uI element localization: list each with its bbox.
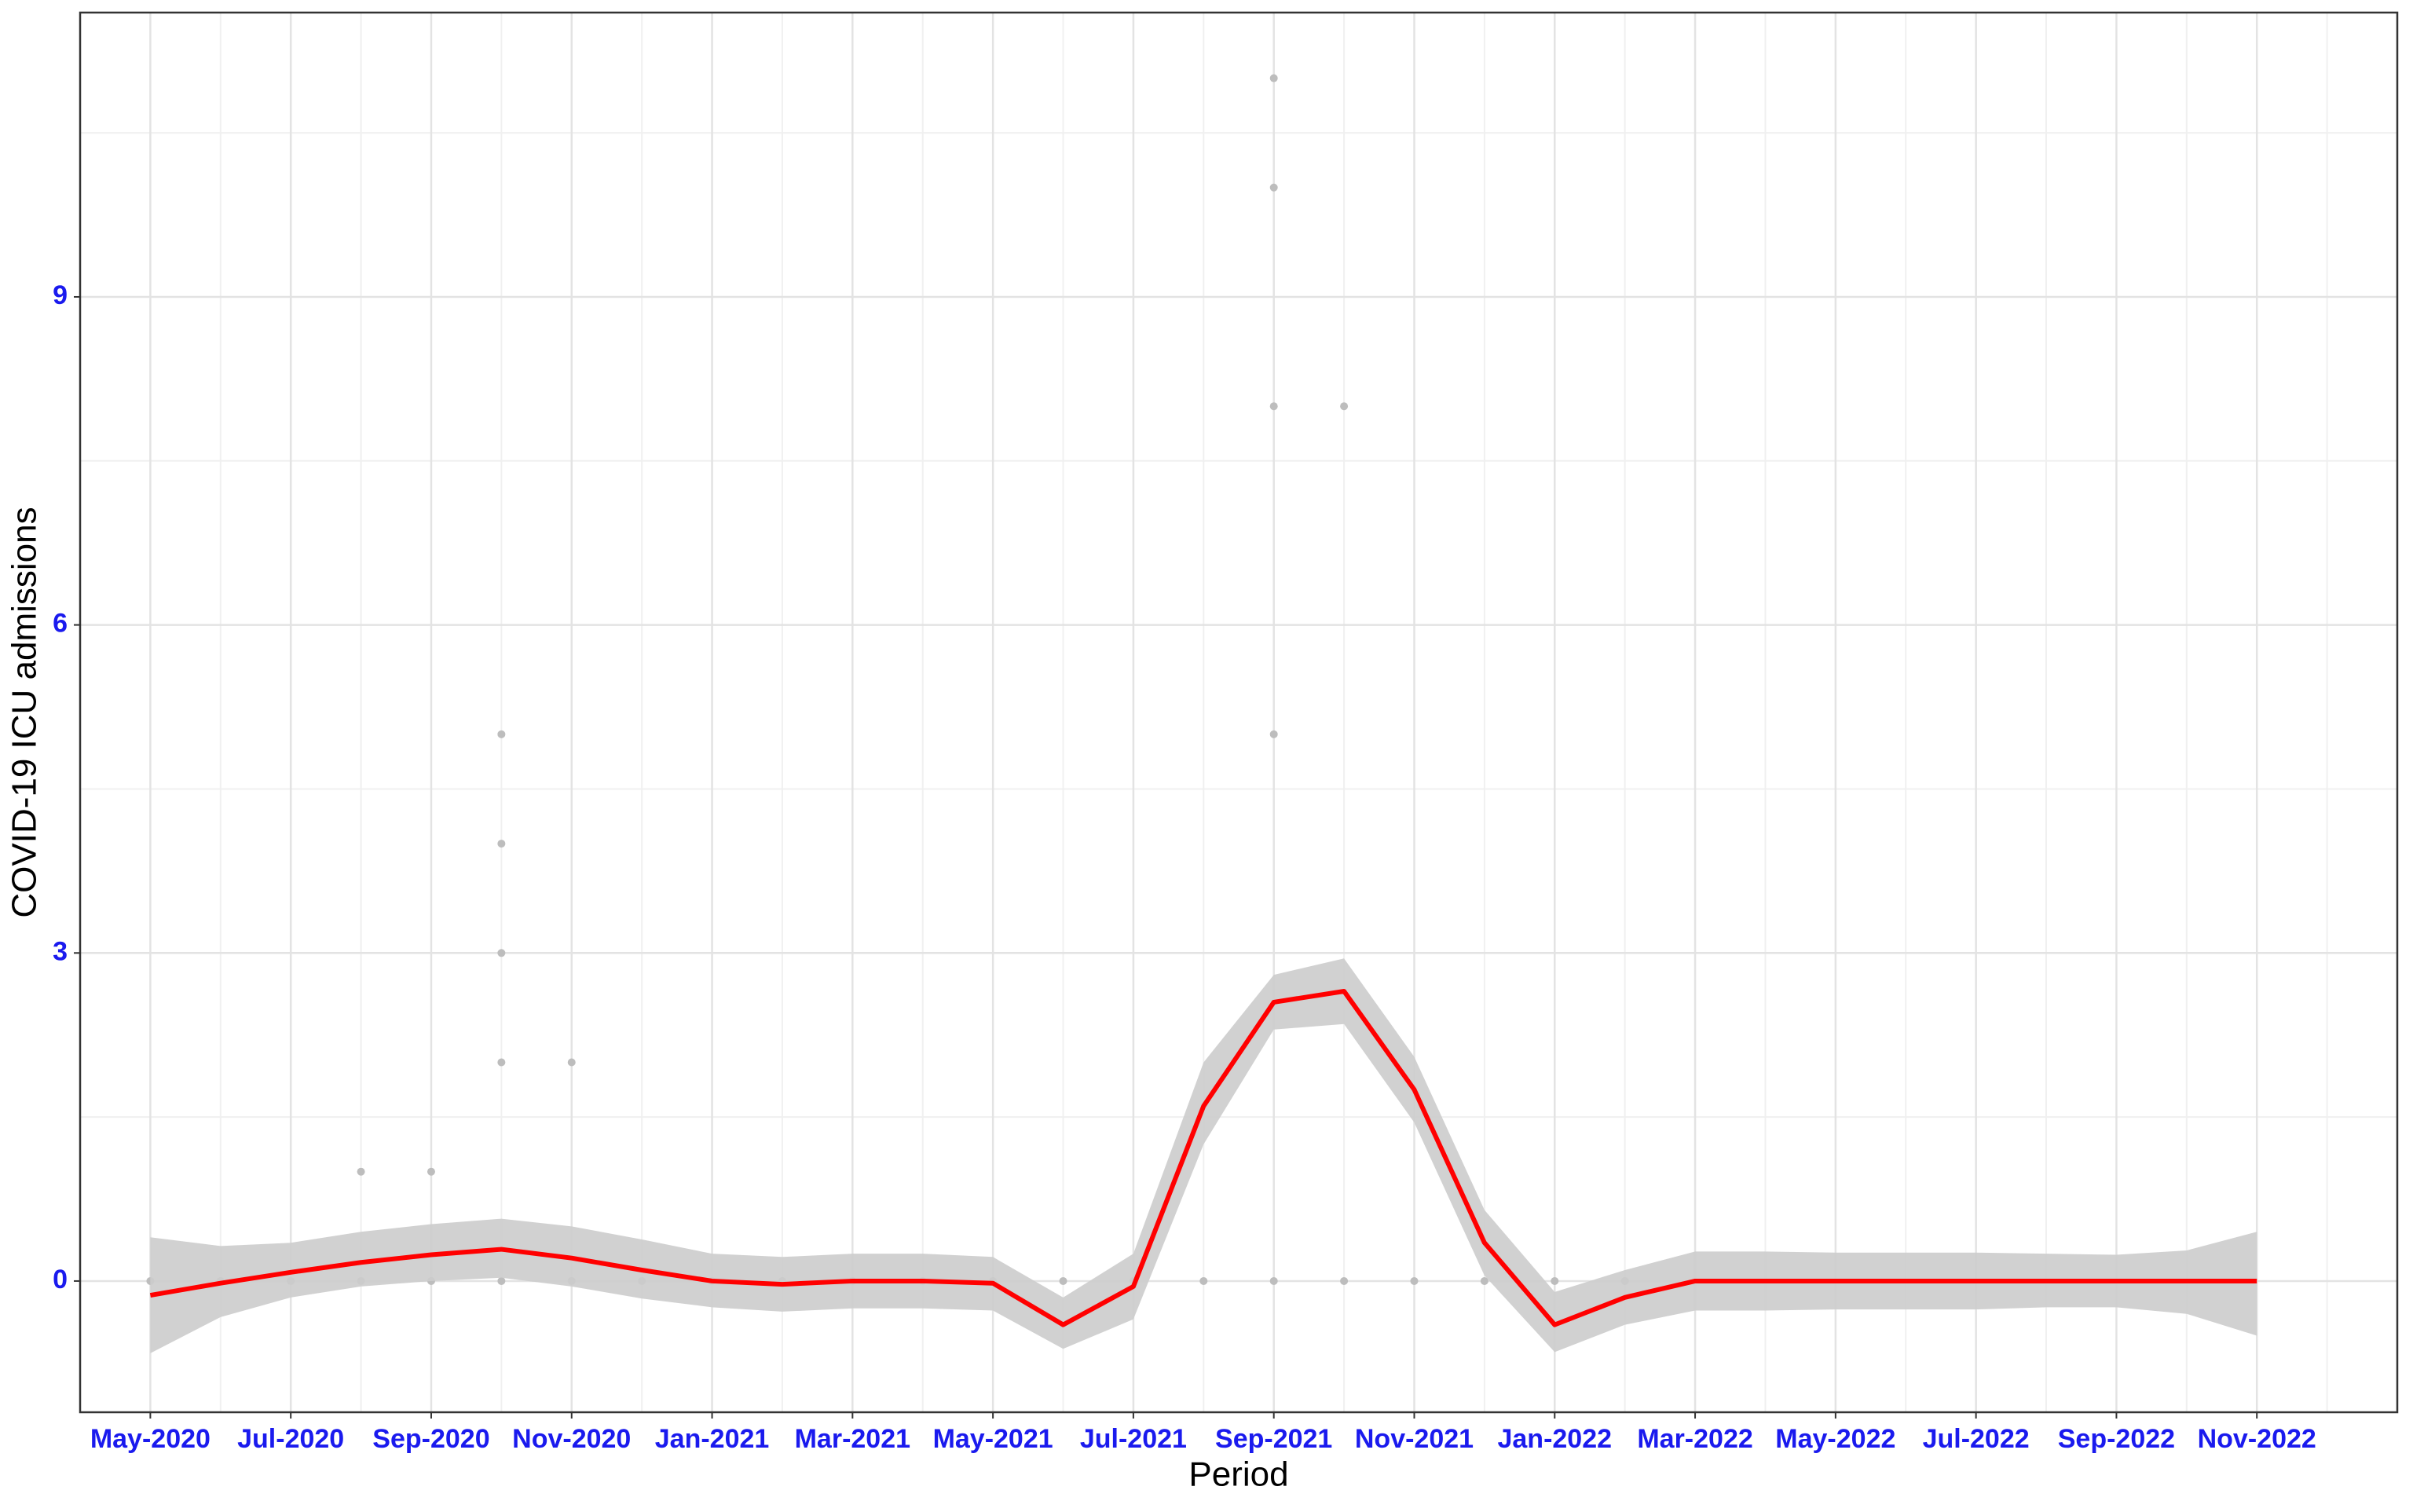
x-tick-label: Jan-2022 [1497, 1424, 1612, 1454]
x-tick-label: Nov-2020 [512, 1424, 631, 1454]
x-axis-title: Period [1188, 1455, 1288, 1494]
point [497, 949, 506, 957]
point [497, 730, 506, 738]
point [1551, 1276, 1559, 1285]
point [1269, 402, 1278, 411]
y-tick-label: 3 [53, 936, 68, 966]
point [497, 1058, 506, 1067]
fit-line [149, 989, 2257, 1327]
point [567, 1058, 576, 1067]
point [1269, 1276, 1278, 1285]
y-tick-label: 0 [53, 1265, 68, 1294]
x-tick-label: Jul-2022 [1923, 1424, 2030, 1454]
x-tick-label: May-2022 [1775, 1424, 1895, 1454]
point [1199, 1276, 1208, 1285]
y-axis-title: COVID-19 ICU admissions [5, 507, 44, 917]
point [497, 840, 506, 848]
x-tick-label: May-2020 [90, 1424, 211, 1454]
point [497, 1276, 506, 1285]
x-tick-label: Sep-2021 [1215, 1424, 1332, 1454]
x-tick-label: Jul-2020 [237, 1424, 344, 1454]
x-tick-label: Mar-2022 [1637, 1424, 1752, 1454]
y-tick-label: 6 [53, 609, 68, 639]
point [427, 1167, 435, 1176]
point [1269, 730, 1278, 738]
x-tick-label: Sep-2020 [372, 1424, 489, 1454]
point [1269, 183, 1278, 192]
point [1059, 1276, 1067, 1285]
plot-border [79, 11, 2399, 1414]
x-tick-label: Mar-2021 [795, 1424, 910, 1454]
x-tick-label: Nov-2021 [1355, 1424, 1474, 1454]
x-tick-label: Sep-2022 [2058, 1424, 2175, 1454]
x-tick-label: Jul-2021 [1080, 1424, 1187, 1454]
y-tick-label: 9 [53, 280, 68, 310]
confidence-band [150, 958, 2257, 1353]
point [357, 1167, 365, 1176]
x-tick-label: Nov-2022 [2198, 1424, 2316, 1454]
point [1269, 74, 1278, 82]
point [1340, 1276, 1349, 1285]
point [1340, 402, 1349, 411]
point [1480, 1276, 1488, 1285]
x-tick-label: Jan-2021 [655, 1424, 770, 1454]
point [1410, 1276, 1419, 1285]
x-tick-label: May-2021 [933, 1424, 1053, 1454]
